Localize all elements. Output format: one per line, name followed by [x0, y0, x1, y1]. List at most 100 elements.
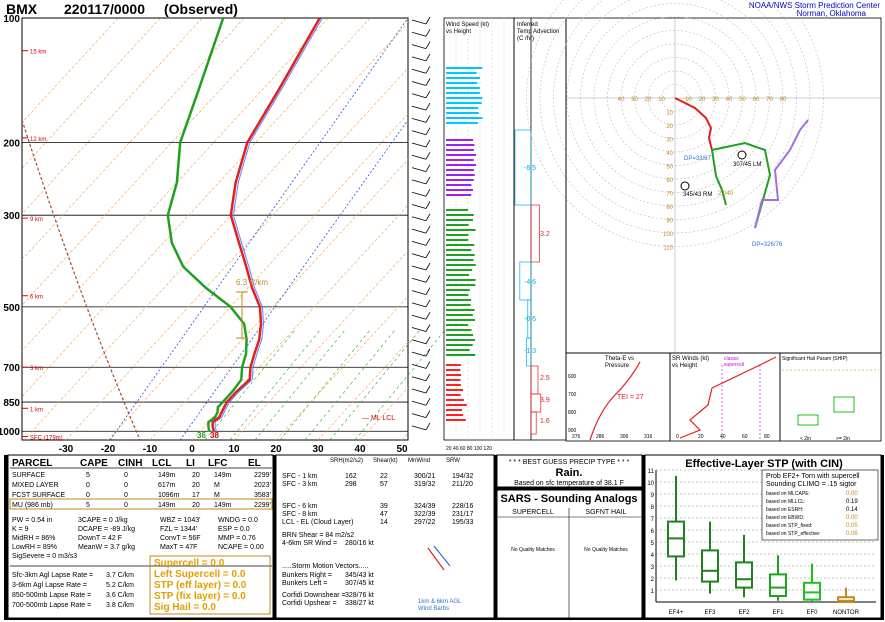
pressure-tick-label: 300: [3, 211, 20, 222]
theta-p-tick: 900: [568, 428, 577, 434]
hodograph-label: DP=33/67: [684, 156, 712, 162]
height-label: SFC (179m): [30, 436, 63, 442]
pressure-tick-label: 1000: [0, 427, 20, 438]
temp-adv-value: 3.9: [540, 397, 550, 404]
wind-barb: [412, 82, 426, 86]
kin-cell: 195/33: [452, 519, 474, 526]
hodograph-ring-label: 90: [666, 219, 673, 225]
temp-adv-title: (C /hr): [517, 36, 534, 42]
parcel-cell: 2299': [254, 502, 271, 509]
wind-barb-flag: [426, 140, 430, 147]
index-cell: WBZ = 1043': [160, 517, 200, 524]
precip-title: * * * BEST GUESS PRECIP TYPE * * *: [509, 459, 630, 466]
kin-header: SRW: [446, 458, 460, 464]
parcel-cell: 3583': [254, 492, 271, 499]
wind-barb-flag: [426, 337, 430, 344]
lapse-rate-value: 3.6 C/km: [106, 592, 134, 599]
stp-based-label: based on MLCAPE:: [766, 491, 810, 497]
parcel-cell: 20: [192, 502, 200, 509]
wind-barb: [412, 229, 426, 233]
wind-barb: [412, 291, 426, 295]
inset-panels: Theta-E vsPressure TEI = 27 276 286 306 316 60…: [566, 353, 881, 442]
parcel-cell: M: [214, 492, 220, 499]
theta-tick: 306: [620, 434, 629, 440]
parcel-cell: MIXED LAYER: [12, 482, 59, 489]
theta-label: TEI = 27: [617, 394, 644, 401]
kin-extra-value: 280/16 kt: [345, 540, 374, 547]
theta-tick: 286: [596, 434, 605, 440]
kin-extra-label: 4-6km SR Wind =: [282, 540, 337, 547]
lapse-rate-label: 3-6km Agl Lapse Rate =: [12, 582, 87, 589]
wind-barb: [412, 143, 426, 147]
wind-barb: [412, 303, 426, 307]
theta-p-tick: 600: [568, 374, 577, 380]
mixing-ratio-line: [305, 330, 395, 440]
stp-box: [736, 562, 752, 587]
barb-caption: Wind Barbs: [418, 606, 449, 612]
kin-cell: 297/22: [414, 519, 436, 526]
hodograph-x-label: 80: [780, 97, 787, 103]
index-cell: MaxT = 47F: [160, 544, 197, 551]
bunkers-right-marker: [681, 182, 689, 190]
kin-cell: LCL - EL (Cloud Layer): [282, 519, 353, 526]
wind-barb: [412, 192, 426, 196]
kin-extra-label: Corfidi Downshear =: [282, 592, 346, 599]
index-cell: PW = 0.54 in: [12, 517, 52, 524]
parcel-cell: SURFACE: [12, 472, 45, 479]
hodograph-ring-label: 100: [663, 232, 674, 238]
kin-cell: 228/16: [452, 503, 474, 510]
wind-speed-panel: Wind Speed (kt)vs Height 20 40 60 80 100 …: [444, 18, 514, 452]
wind-barb-flag: [426, 386, 430, 393]
wind-barb-flag: [426, 54, 430, 61]
parcel-cell: 5: [86, 502, 90, 509]
parcel-header: PARCEL: [12, 458, 52, 469]
wind-barb-flag: [426, 288, 430, 295]
temp-adv-bar: [531, 412, 536, 434]
wind-barb-flag: [426, 361, 430, 368]
wind-barb-flag: [426, 202, 430, 209]
wind-barb-flag: [426, 251, 430, 258]
temp-adv-bar: [531, 366, 538, 394]
temp-adv-title: Temp Advection: [517, 29, 559, 35]
kin-cell: SFC - 6 km: [282, 503, 318, 510]
isotherm-line: [0, 18, 160, 440]
analog-empty: No Quality Matches: [511, 547, 555, 553]
temp-adv-value: -4.6: [524, 279, 536, 286]
sr-tick: 0: [676, 434, 679, 440]
kin-cell: 298: [345, 481, 357, 488]
kin-cell: 14: [380, 519, 388, 526]
kin-cell: 211/20: [452, 481, 473, 488]
wind-barb: [412, 352, 426, 356]
pressure-tick-label: 500: [3, 303, 20, 314]
ship-title: Significant Hail Param (SHIP): [782, 356, 848, 362]
wind-barb-flag: [426, 312, 430, 319]
ship-label: < 2in: [800, 436, 811, 442]
hodograph-trace-low: [675, 98, 712, 150]
stp-based-value: 0.19: [846, 499, 858, 505]
height-label: 12 km: [30, 137, 46, 143]
hodograph-ring-label: 110: [663, 246, 673, 252]
wind-barb-flag: [426, 214, 430, 221]
kin-extra-value: 307/45 kt: [345, 580, 374, 587]
stp-prob-line: Prob EF2+ Torn with supercell: [766, 473, 860, 480]
theta-title: Pressure: [605, 363, 630, 369]
index-cell: DCAPE = -89 J/kg: [78, 526, 135, 533]
wind-barb: [412, 426, 426, 430]
sr-tick: 40: [720, 434, 726, 440]
datetime-title: 220117/0000: [64, 1, 145, 17]
wind-barb: [412, 32, 426, 36]
temp-tick-label: -10: [143, 444, 158, 455]
hodograph-x-label: 40: [726, 97, 733, 103]
hodograph-ring-label: 40: [666, 151, 673, 157]
parcel-cell: 2023': [254, 482, 271, 489]
temp-adv-value: 2.5: [540, 375, 550, 382]
kin-cell: 194/32: [452, 473, 474, 480]
stp-y-tick: 11: [648, 469, 655, 475]
hodograph-ring-label: 60: [666, 178, 673, 184]
wind-barb-flag: [426, 103, 430, 110]
parcel-cell: 0: [124, 492, 128, 499]
wind-barb-flag: [426, 91, 430, 98]
wind-barb: [412, 106, 426, 110]
hodograph-x-label: 60: [753, 97, 760, 103]
index-cell: FZL = 1344': [160, 526, 197, 533]
